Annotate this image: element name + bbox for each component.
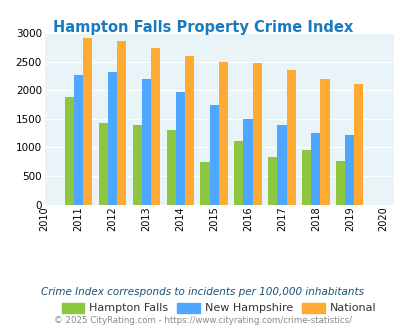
Text: Crime Index corresponds to incidents per 100,000 inhabitants: Crime Index corresponds to incidents per… — [41, 287, 364, 297]
Bar — [209, 105, 218, 205]
Bar — [286, 70, 295, 205]
Bar — [301, 150, 311, 205]
Bar — [132, 125, 141, 205]
Legend: Hampton Falls, New Hampshire, National: Hampton Falls, New Hampshire, National — [58, 299, 379, 317]
Bar — [354, 84, 362, 205]
Bar — [74, 75, 83, 205]
Bar — [320, 79, 329, 205]
Bar — [141, 79, 151, 205]
Bar — [218, 62, 227, 205]
Bar — [268, 157, 277, 205]
Bar — [335, 161, 344, 205]
Bar — [65, 97, 74, 205]
Bar — [117, 41, 126, 205]
Bar — [200, 162, 209, 205]
Text: Hampton Falls Property Crime Index: Hampton Falls Property Crime Index — [53, 20, 352, 35]
Bar — [252, 63, 261, 205]
Bar — [175, 92, 184, 205]
Bar — [234, 141, 243, 205]
Bar — [108, 73, 117, 205]
Bar — [83, 38, 92, 205]
Bar — [151, 48, 160, 205]
Bar — [277, 125, 286, 205]
Bar — [166, 130, 175, 205]
Bar — [243, 119, 252, 205]
Bar — [98, 123, 108, 205]
Text: © 2025 CityRating.com - https://www.cityrating.com/crime-statistics/: © 2025 CityRating.com - https://www.city… — [54, 315, 351, 325]
Bar — [344, 135, 354, 205]
Bar — [184, 56, 194, 205]
Bar — [311, 133, 320, 205]
